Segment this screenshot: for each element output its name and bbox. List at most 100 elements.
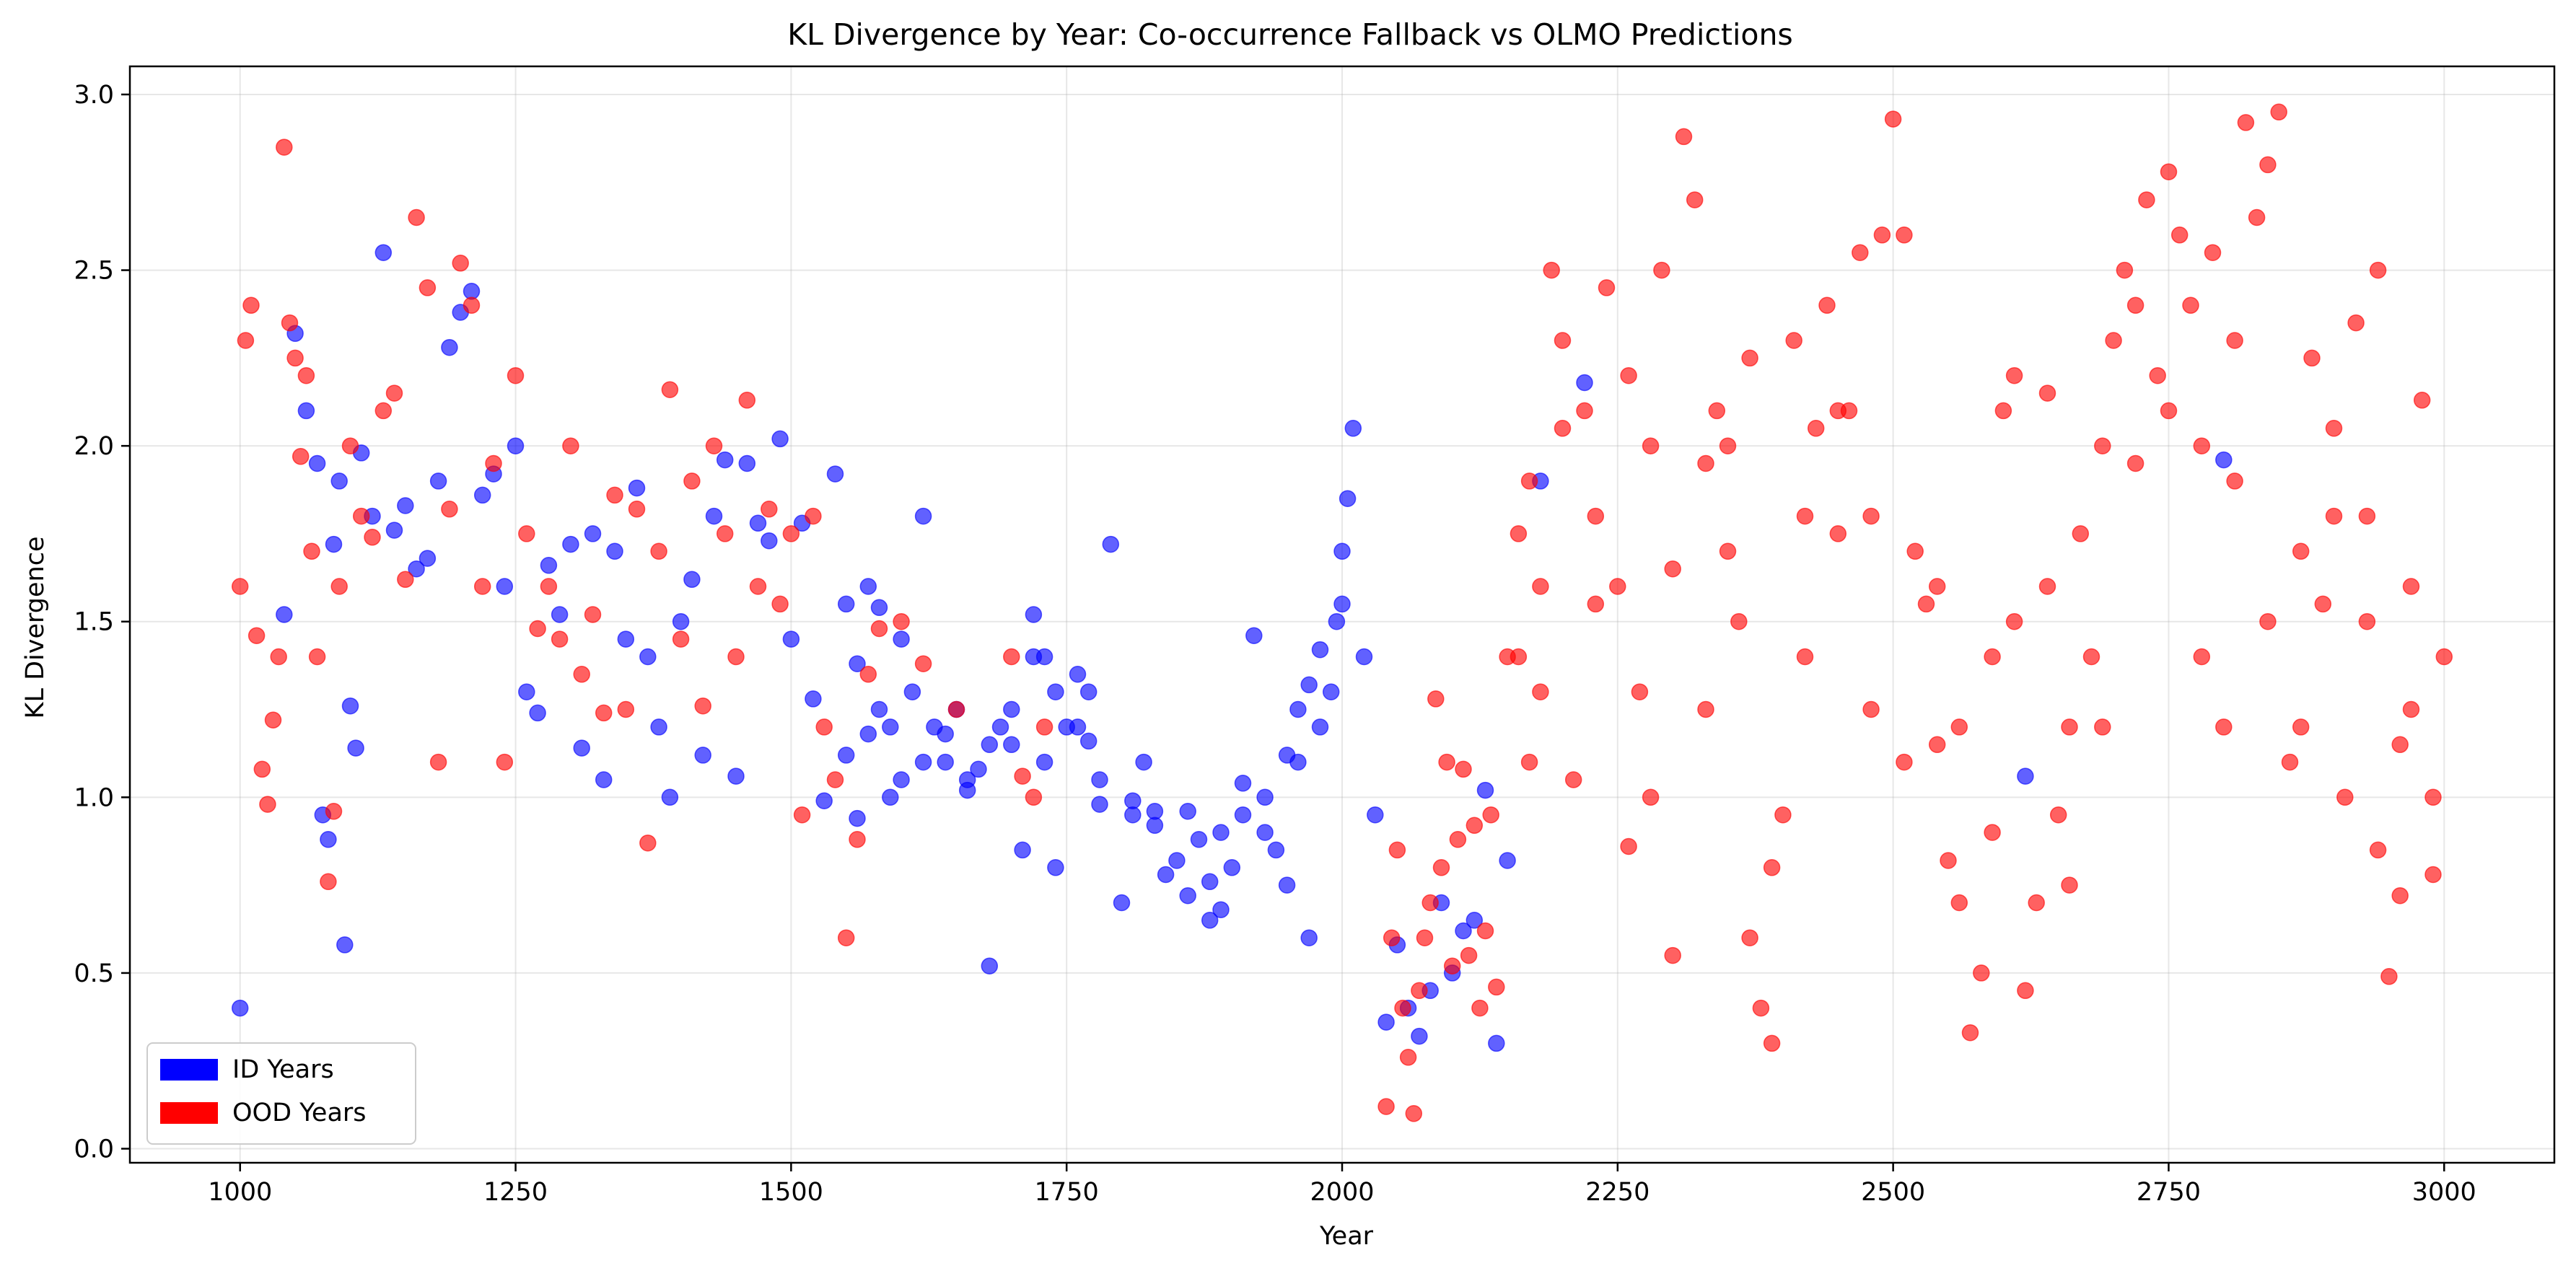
- point-ood-years: [2358, 507, 2376, 525]
- point-ood-years: [1642, 788, 1660, 806]
- point-ood-years: [1719, 542, 1737, 560]
- point-id-years: [882, 788, 899, 806]
- point-ood-years: [2325, 507, 2343, 525]
- point-id-years: [1367, 806, 1384, 824]
- point-ood-years: [2138, 191, 2155, 208]
- point-ood-years: [1719, 437, 1737, 454]
- point-id-years: [837, 595, 855, 613]
- point-ood-years: [2369, 841, 2387, 859]
- y-tick-label: 2.5: [74, 257, 114, 286]
- point-ood-years: [2005, 366, 2023, 384]
- point-ood-years: [661, 381, 679, 398]
- point-ood-years: [562, 437, 579, 454]
- point-id-years: [1245, 627, 1263, 644]
- point-ood-years: [837, 929, 855, 946]
- x-axis-label: Year: [1319, 1222, 1374, 1251]
- point-ood-years: [793, 806, 811, 824]
- point-id-years: [981, 736, 999, 754]
- point-ood-years: [1388, 841, 1406, 859]
- point-ood-years: [2160, 402, 2178, 420]
- point-ood-years: [1532, 578, 1549, 595]
- point-ood-years: [1741, 929, 1758, 946]
- point-id-years: [893, 771, 910, 788]
- point-ood-years: [727, 648, 745, 666]
- point-ood-years: [859, 666, 877, 683]
- legend: ID Years OOD Years: [146, 1042, 416, 1145]
- point-id-years: [683, 571, 701, 589]
- point-ood-years: [237, 332, 255, 349]
- point-ood-years: [1994, 402, 2012, 420]
- point-ood-years: [2259, 156, 2277, 174]
- point-ood-years: [242, 296, 260, 314]
- point-id-years: [1499, 852, 1516, 869]
- point-ood-years: [374, 402, 393, 420]
- point-id-years: [1201, 912, 1219, 929]
- point-id-years: [1476, 781, 1494, 799]
- point-id-years: [347, 739, 364, 757]
- point-id-years: [1466, 912, 1484, 929]
- point-ood-years: [2204, 244, 2222, 261]
- point-ood-years: [1928, 578, 1946, 595]
- point-id-years: [397, 497, 414, 514]
- point-ood-years: [1520, 753, 1538, 771]
- point-id-years: [914, 753, 932, 771]
- point-ood-years: [716, 525, 734, 542]
- point-ood-years: [1852, 244, 1869, 261]
- point-id-years: [617, 630, 635, 648]
- point-ood-years: [1896, 226, 1913, 244]
- point-ood-years: [1774, 806, 1792, 824]
- point-ood-years: [1432, 859, 1450, 876]
- chart-title: KL Divergence by Year: Co-occurrence Fal…: [787, 17, 1793, 52]
- point-ood-years: [2226, 472, 2243, 490]
- point-ood-years: [1807, 420, 1825, 437]
- point-ood-years: [1510, 525, 1528, 542]
- point-ood-years: [1466, 817, 1484, 835]
- point-id-years: [1300, 929, 1318, 946]
- point-ood-years: [352, 507, 370, 525]
- point-ood-years: [628, 501, 646, 518]
- point-id-years: [937, 753, 954, 771]
- point-ood-years: [2094, 437, 2111, 454]
- point-ood-years: [1587, 595, 1605, 613]
- point-ood-years: [617, 700, 635, 718]
- point-id-years: [529, 704, 546, 722]
- point-id-years: [870, 700, 888, 718]
- point-ood-years: [2038, 578, 2056, 595]
- point-ood-years: [325, 803, 343, 820]
- point-id-years: [1079, 732, 1098, 750]
- point-ood-years: [1829, 402, 1847, 420]
- point-ood-years: [2402, 578, 2420, 595]
- point-ood-years: [573, 666, 590, 683]
- point-id-years: [1079, 683, 1098, 700]
- point-ood-years: [1763, 859, 1781, 876]
- point-ood-years: [2082, 648, 2100, 666]
- point-ood-years: [308, 648, 326, 666]
- point-ood-years: [1587, 507, 1605, 525]
- point-id-years: [606, 542, 623, 560]
- point-ood-years: [1884, 110, 1902, 128]
- point-ood-years: [1961, 1024, 1979, 1042]
- point-ood-years: [1416, 929, 1434, 946]
- point-ood-years: [2160, 163, 2178, 180]
- legend-swatch-id-years: [160, 1059, 218, 1081]
- point-ood-years: [259, 796, 276, 813]
- point-id-years: [882, 718, 899, 736]
- point-id-years: [1069, 718, 1087, 736]
- point-id-years: [1311, 641, 1329, 659]
- x-tick-label: 2250: [1585, 1178, 1650, 1207]
- point-id-years: [1190, 831, 1208, 848]
- point-ood-years: [408, 208, 425, 226]
- point-ood-years: [1653, 261, 1670, 279]
- point-id-years: [2017, 767, 2034, 785]
- point-id-years: [1234, 806, 1252, 824]
- point-ood-years: [2149, 366, 2166, 384]
- point-ood-years: [2424, 866, 2442, 884]
- point-id-years: [1179, 803, 1196, 820]
- y-tick-label: 0.5: [74, 959, 114, 988]
- point-id-years: [1300, 676, 1318, 694]
- point-ood-years: [826, 771, 844, 788]
- point-id-years: [562, 535, 579, 553]
- point-ood-years: [2402, 700, 2420, 718]
- point-ood-years: [320, 873, 337, 891]
